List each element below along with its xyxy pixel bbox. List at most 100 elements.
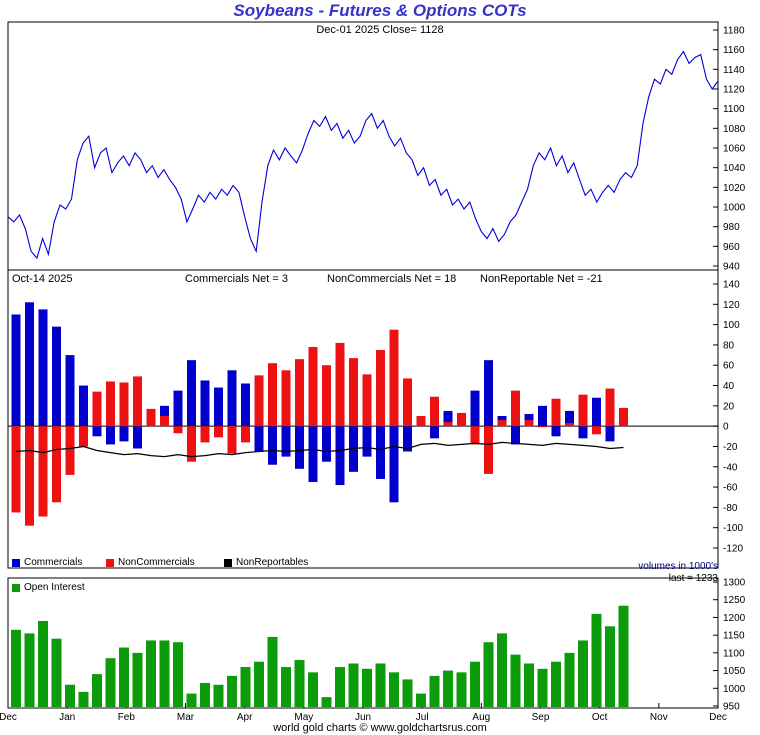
noncommercials-bar: [295, 359, 304, 427]
open-interest-bar: [564, 652, 575, 707]
commercials-bar: [335, 426, 345, 486]
noncommercials-bar: [538, 426, 547, 428]
open-interest-bar: [78, 691, 89, 707]
open-interest-bar: [605, 626, 615, 707]
price-ytick-label: 1000: [723, 203, 746, 214]
open-interest-bar: [470, 661, 480, 707]
open-interest-bar: [537, 668, 548, 707]
commercials-bar: [173, 390, 183, 427]
noncommercials-bar: [565, 423, 574, 427]
cot-ytick-label: -80: [723, 503, 738, 514]
open-interest-bar: [618, 605, 629, 707]
open-interest-bar: [240, 667, 251, 707]
open-interest-bar: [254, 661, 264, 707]
cot-ytick-label: 140: [723, 280, 740, 291]
oi-ytick-label: 1200: [723, 613, 746, 624]
noncommercials-bar: [52, 426, 61, 503]
noncommercials-bar: [65, 426, 75, 475]
commercials-bar: [65, 355, 75, 427]
oi-ytick-label: 1250: [723, 595, 746, 606]
noncommercials-bar: [92, 391, 102, 427]
open-interest-bar: [159, 640, 170, 707]
oi-ytick-label: 1300: [723, 578, 746, 589]
open-interest-bar: [173, 642, 183, 707]
open-interest-bar: [281, 667, 291, 707]
open-interest-bar: [591, 613, 602, 707]
noncommercials-bar: [38, 426, 48, 517]
cot-ytick-label: -120: [723, 544, 743, 555]
noncommercials-bar: [322, 365, 331, 427]
noncommercials-bar: [470, 426, 480, 445]
open-interest-bar: [335, 667, 345, 707]
open-interest-bar: [551, 661, 561, 707]
noncommercials-bar: [497, 420, 507, 427]
commercials-bar: [376, 426, 385, 479]
month-label: May: [294, 712, 313, 723]
noncommercials-bar: [511, 390, 520, 427]
volumes-note: volumes in 1000's: [638, 561, 718, 572]
price-ytick-label: 1100: [723, 104, 745, 115]
oi-ytick-label: 1100: [723, 648, 745, 659]
noncommercials-bar: [619, 407, 628, 427]
open-interest-bar: [362, 668, 372, 707]
noncommercials-bar: [524, 420, 534, 427]
commercials-bar: [322, 426, 331, 462]
commercials-bar: [133, 426, 142, 449]
noncommercials-bar: [187, 426, 196, 462]
open-interest-bar: [24, 633, 35, 707]
month-label: Oct: [592, 712, 608, 723]
noncommercials-bar: [457, 412, 466, 427]
open-interest-bar: [483, 642, 494, 707]
open-interest-bar: [227, 675, 237, 707]
noncommercials-bar: [200, 426, 210, 443]
noncommercials-bar: [268, 363, 277, 427]
commercials-bar: [430, 426, 439, 439]
noncommercials-bar: [389, 329, 399, 427]
noncommercials-bar: [25, 426, 34, 526]
chart-subtitle: Dec-01 2025 Close= 1128: [316, 24, 444, 36]
legend-noncommercials: NonCommercials: [106, 557, 195, 568]
commercials-bar: [484, 360, 493, 427]
cot-ytick-label: 40: [723, 381, 735, 392]
commercials-bar: [551, 426, 561, 437]
cot-ytick-label: -40: [723, 462, 738, 473]
month-label: Dec: [0, 712, 17, 723]
legend-commercials: Commercials: [12, 557, 82, 568]
open-interest-bar: [308, 672, 318, 707]
commercials-bar: [227, 370, 237, 427]
open-interest-bar: [375, 663, 386, 707]
noncommercials-bar: [133, 376, 142, 427]
commercials-bar: [565, 410, 574, 427]
open-interest-bar: [200, 682, 210, 707]
open-interest-bar: [497, 633, 507, 707]
month-label: Dec: [709, 712, 727, 723]
open-interest-bar: [38, 620, 48, 707]
legend-open-interest: Open Interest: [12, 582, 85, 593]
commercials-bar: [362, 426, 372, 457]
noncommercials-bar: [160, 416, 169, 427]
noncommercials-bar: [416, 416, 426, 427]
month-label: Jun: [355, 712, 371, 723]
noncommercials-bar: [308, 346, 318, 427]
open-interest-bar: [132, 652, 143, 707]
oi-ytick-label: 1050: [723, 666, 746, 677]
price-ytick-label: 1080: [723, 124, 746, 135]
commercials-bar: [254, 426, 264, 452]
noncommercials-bar: [214, 426, 223, 438]
cot-ytick-label: 0: [723, 422, 729, 433]
open-interest-bar: [294, 659, 305, 707]
legend-nonreportables: NonReportables: [224, 557, 308, 568]
nonreportables-line: [15, 441, 624, 458]
cot-ytick-label: 80: [723, 340, 735, 351]
cot-ytick-label: -60: [723, 483, 738, 494]
open-interest-bar: [578, 640, 588, 707]
commercials-bar: [389, 426, 399, 503]
commercials-bar: [11, 314, 21, 427]
commercials-bar: [52, 326, 61, 427]
month-label: Jul: [416, 712, 429, 723]
cot-ytick-label: -20: [723, 442, 738, 453]
open-interest-bar: [11, 629, 21, 707]
open-interest-bar: [321, 697, 332, 707]
